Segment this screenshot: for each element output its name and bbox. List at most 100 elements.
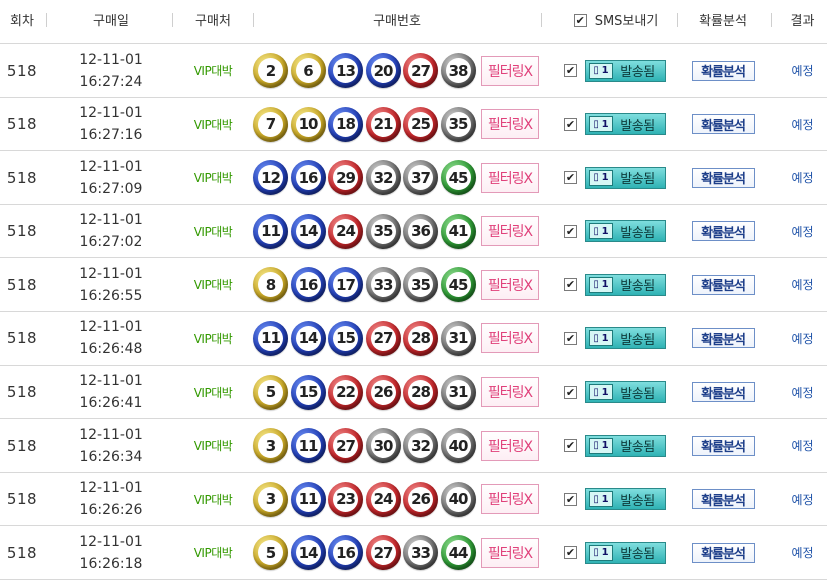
purchase-date-day: 12-11-01 xyxy=(79,212,143,229)
phone-glyph: ▯ xyxy=(593,386,599,398)
sms-cell: ✔ ▯ 1 발송됨 xyxy=(556,366,676,419)
lotto-ball: 27 xyxy=(328,428,363,464)
filtering-button[interactable]: 필터링X xyxy=(481,55,539,86)
ball-number: 3 xyxy=(258,486,283,512)
purchase-date: 12-11-01 16:26:34 xyxy=(56,419,166,472)
purchase-date: 12-11-01 16:26:55 xyxy=(56,258,166,311)
header-divider xyxy=(253,13,254,27)
sms-sent-button[interactable]: ▯ 1 발송됨 xyxy=(585,59,666,82)
sms-sent-button[interactable]: ▯ 1 발송됨 xyxy=(585,327,666,350)
sms-checkbox[interactable]: ✔ xyxy=(564,171,577,185)
sms-checkbox[interactable]: ✔ xyxy=(564,385,577,399)
sms-sent-button[interactable]: ▯ 1 발송됨 xyxy=(585,113,666,136)
purchase-numbers: 3 11 23 24 26 40 필터링X xyxy=(252,473,542,526)
lotto-ball: 27 xyxy=(403,53,438,88)
round-number: 518 xyxy=(6,61,38,80)
ball-number: 14 xyxy=(295,218,321,244)
probability-analysis-button[interactable]: 확률분석 xyxy=(691,114,755,135)
analysis-cell: 확률분석 xyxy=(680,205,766,258)
sms-select-all-checkbox[interactable]: ✔ xyxy=(573,14,587,27)
filtering-button[interactable]: 필터링X xyxy=(481,269,539,300)
header-analysis: 확률분석 xyxy=(699,14,747,29)
header-divider xyxy=(541,13,542,27)
round-number: 518 xyxy=(6,436,38,455)
ball-number: 44 xyxy=(445,540,471,566)
filtering-button[interactable]: 필터링X xyxy=(481,430,539,461)
probability-analysis-button[interactable]: 확률분석 xyxy=(691,542,755,563)
filtering-button[interactable]: 필터링X xyxy=(481,323,539,354)
lotto-ball: 21 xyxy=(365,106,401,142)
sms-sent-button[interactable]: ▯ 1 발송됨 xyxy=(585,434,666,457)
header-sms-label: SMS보내기 xyxy=(594,14,659,29)
sms-checkbox[interactable]: ✔ xyxy=(564,64,577,77)
shop-name: VIP대박 xyxy=(193,385,233,400)
analysis-cell: 확률분석 xyxy=(680,366,766,419)
lotto-ball: 29 xyxy=(328,160,363,196)
probability-analysis-button[interactable]: 확률분석 xyxy=(691,489,755,510)
purchase-date-time: 16:26:55 xyxy=(79,287,143,304)
ball-number: 35 xyxy=(445,111,471,137)
header-divider xyxy=(172,13,173,27)
sms-checkbox[interactable]: ✔ xyxy=(564,331,577,345)
phone-icon: ▯ 1 xyxy=(589,276,613,293)
sms-sent-button[interactable]: ▯ 1 발송됨 xyxy=(585,166,666,189)
sms-sent-button[interactable]: ▯ 1 발송됨 xyxy=(585,381,666,404)
filtering-button[interactable]: 필터링X xyxy=(481,109,539,140)
filtering-button[interactable]: 필터링X xyxy=(481,216,539,247)
lotto-ball: 27 xyxy=(365,320,401,356)
probability-analysis-button[interactable]: 확률분석 xyxy=(691,382,755,403)
ball-number: 38 xyxy=(445,58,471,83)
probability-analysis-button[interactable]: 확률분석 xyxy=(691,328,755,349)
lotto-ball: 27 xyxy=(365,535,401,571)
sms-checkbox[interactable]: ✔ xyxy=(564,224,577,238)
result-status: 예정 xyxy=(791,171,814,186)
purchase-date: 12-11-01 16:27:16 xyxy=(56,98,166,151)
sms-sent-button[interactable]: ▯ 1 발송됨 xyxy=(585,488,666,511)
lotto-ball: 25 xyxy=(403,106,438,142)
sms-checkbox[interactable]: ✔ xyxy=(564,117,577,131)
shop-name: VIP대박 xyxy=(193,546,233,561)
filtering-button[interactable]: 필터링X xyxy=(481,537,539,568)
table-row: 518 12-11-01 16:26:48 VIP대박 11 14 15 27 28 31 필터링X… xyxy=(0,312,827,366)
probability-analysis-button[interactable]: 확률분석 xyxy=(691,167,755,188)
sms-sent-label: 발송됨 xyxy=(620,547,655,563)
sms-sent-button[interactable]: ▯ 1 발송됨 xyxy=(585,273,666,296)
purchase-date-time: 16:26:48 xyxy=(79,341,143,358)
header-divider xyxy=(677,13,678,27)
sms-cell: ✔ ▯ 1 발송됨 xyxy=(556,419,676,472)
sms-count: 1 xyxy=(601,440,609,452)
sms-checkbox[interactable]: ✔ xyxy=(564,546,577,560)
lotto-ball: 6 xyxy=(290,53,326,88)
analysis-cell: 확률분석 xyxy=(680,419,766,472)
lotto-ball: 26 xyxy=(403,481,438,517)
probability-analysis-button[interactable]: 확률분석 xyxy=(691,221,755,242)
ball-number: 7 xyxy=(258,111,283,137)
shop-name: VIP대박 xyxy=(193,117,233,132)
probability-analysis-button[interactable]: 확률분석 xyxy=(691,274,755,295)
probability-analysis-button[interactable]: 확률분석 xyxy=(691,60,755,81)
table-row: 518 12-11-01 16:26:41 VIP대박 5 15 22 26 28 31 필터링X ✔… xyxy=(0,366,827,420)
sms-checkbox[interactable]: ✔ xyxy=(564,439,577,453)
filtering-button[interactable]: 필터링X xyxy=(481,377,539,408)
result-status: 예정 xyxy=(791,64,814,78)
lotto-ball: 20 xyxy=(365,53,401,88)
filtering-button[interactable]: 필터링X xyxy=(481,484,539,515)
header-result: 결과 xyxy=(790,14,815,29)
ball-number: 31 xyxy=(445,379,471,405)
purchase-numbers: 5 15 22 26 28 31 필터링X xyxy=(252,366,542,419)
ball-number: 26 xyxy=(370,379,396,405)
sms-sent-label: 발송됨 xyxy=(620,65,655,80)
lotto-ball: 35 xyxy=(403,267,438,303)
sms-checkbox[interactable]: ✔ xyxy=(564,492,577,506)
sms-checkbox[interactable]: ✔ xyxy=(564,278,577,292)
sms-sent-button[interactable]: ▯ 1 발송됨 xyxy=(585,541,666,564)
lotto-ball: 3 xyxy=(253,428,288,464)
table-row: 518 12-11-01 16:26:18 VIP대박 5 14 16 27 33 44 필터링X ✔… xyxy=(0,526,827,580)
probability-analysis-button[interactable]: 확률분석 xyxy=(691,435,755,456)
ball-number: 40 xyxy=(445,433,471,459)
sms-sent-button[interactable]: ▯ 1 발송됨 xyxy=(585,220,666,243)
lotto-ball: 45 xyxy=(440,267,476,303)
purchase-date-time: 16:27:02 xyxy=(79,234,143,251)
filtering-button[interactable]: 필터링X xyxy=(481,162,539,193)
ball-number: 13 xyxy=(333,58,358,83)
